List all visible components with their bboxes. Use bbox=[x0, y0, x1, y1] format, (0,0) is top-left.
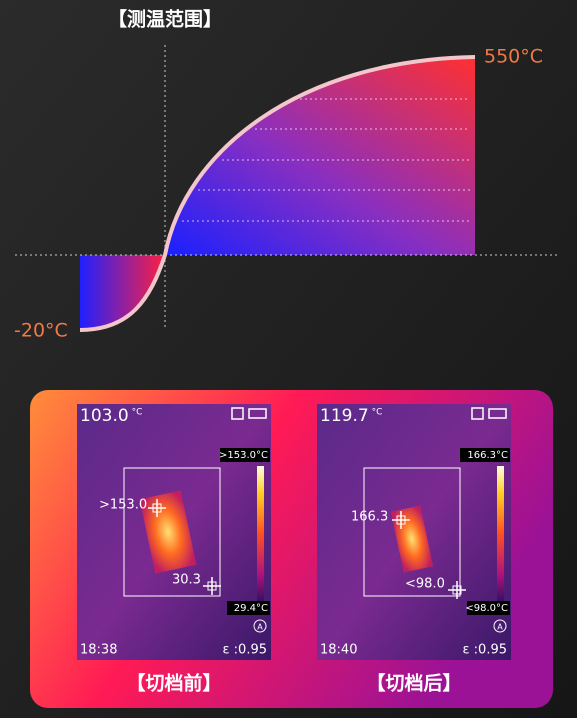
temperature: 119.7 bbox=[320, 406, 369, 426]
range-curve bbox=[79, 55, 476, 332]
caption: 【切档前】 bbox=[126, 672, 221, 695]
caption: 【切档后】 bbox=[366, 672, 461, 695]
scale-max: 166.3°C bbox=[467, 450, 508, 461]
time: 18:40 bbox=[320, 643, 357, 658]
emissivity: ε :0.95 bbox=[463, 643, 507, 658]
hot-cursor bbox=[148, 499, 166, 517]
thermal-image: 119.7 °C 166.3°C <98.0°C A 166.3 <98.0 18:40 ε :… bbox=[317, 404, 511, 660]
unit: °C bbox=[132, 408, 143, 418]
scale-max: >153.0°C bbox=[219, 450, 268, 461]
cold-marker: <98.0 bbox=[405, 577, 445, 592]
mode: A bbox=[497, 623, 503, 632]
scale-min: <98.0°C bbox=[465, 603, 508, 614]
unit: °C bbox=[372, 408, 383, 418]
cold-cursor bbox=[203, 577, 221, 595]
measure-box bbox=[123, 467, 221, 597]
cold-cursor-center bbox=[207, 581, 217, 591]
thermal-image: 103.0 °C >153.0°C 29.4°C A >153.0 30.3 18:38 ε :… bbox=[77, 404, 271, 660]
level-lines bbox=[182, 98, 470, 222]
scale-min: 29.4°C bbox=[234, 603, 268, 614]
measure-box bbox=[363, 467, 461, 597]
time: 18:38 bbox=[80, 643, 117, 658]
scale-max-box bbox=[460, 448, 510, 462]
mode-icon bbox=[493, 619, 507, 633]
sd-icon bbox=[231, 407, 244, 420]
temperature: 103.0 bbox=[80, 406, 129, 426]
mode-icon bbox=[253, 619, 267, 633]
title: 【测温范围】 bbox=[108, 8, 222, 31]
range-area-high bbox=[165, 57, 475, 255]
range-max: 550°C bbox=[484, 46, 543, 68]
cold-cursor bbox=[448, 581, 466, 599]
hot-cursor-center bbox=[396, 515, 406, 525]
emissivity: ε :0.95 bbox=[223, 643, 267, 658]
hot-cursor-center bbox=[152, 503, 162, 513]
scale-bar bbox=[497, 466, 504, 602]
panels: 103.0 °C>153.0°C29.4°CA>153.030.318:38 ε :… bbox=[77, 404, 511, 695]
sd-icon bbox=[471, 407, 484, 420]
scale-max-box bbox=[220, 448, 270, 462]
hot-marker: 166.3 bbox=[351, 510, 388, 525]
cold-marker: 30.3 bbox=[172, 573, 201, 588]
range-area-low bbox=[80, 255, 165, 330]
battery-icon bbox=[488, 408, 507, 419]
hot-marker: >153.0 bbox=[99, 498, 147, 513]
scale-bar bbox=[257, 466, 264, 602]
battery-icon bbox=[248, 408, 267, 419]
scale-min-box bbox=[467, 601, 510, 615]
mode: A bbox=[257, 623, 263, 632]
hot-cursor bbox=[392, 511, 410, 529]
hot-region bbox=[139, 490, 197, 574]
range-min: -20°C bbox=[14, 320, 68, 342]
cold-cursor-center bbox=[452, 585, 462, 595]
scale-min-box bbox=[227, 601, 270, 615]
